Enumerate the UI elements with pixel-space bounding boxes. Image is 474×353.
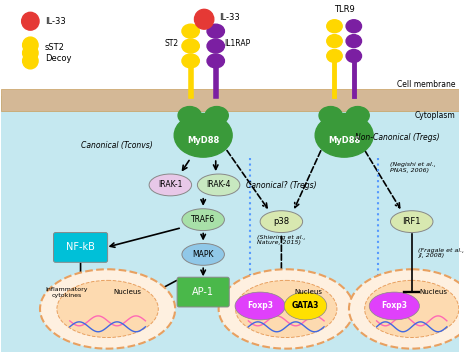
Text: Inflammatory
cytokines: Inflammatory cytokines xyxy=(46,287,88,298)
Text: (Shiering et al.,
Nature, 2015): (Shiering et al., Nature, 2015) xyxy=(257,235,306,245)
Circle shape xyxy=(23,53,38,69)
Text: Nucleus: Nucleus xyxy=(294,289,322,295)
Ellipse shape xyxy=(346,107,369,124)
Text: NF-kB: NF-kB xyxy=(66,243,95,252)
Text: TRAF6: TRAF6 xyxy=(191,215,215,224)
Ellipse shape xyxy=(205,107,228,124)
Text: GATA3: GATA3 xyxy=(292,301,319,311)
Text: AP-1: AP-1 xyxy=(192,287,214,297)
Ellipse shape xyxy=(327,49,342,62)
Circle shape xyxy=(23,45,38,61)
Text: Non-Canonical (Tregs): Non-Canonical (Tregs) xyxy=(355,133,439,142)
Ellipse shape xyxy=(327,35,342,48)
Text: MAPK: MAPK xyxy=(192,250,214,259)
Ellipse shape xyxy=(182,209,224,231)
Text: IRAK-4: IRAK-4 xyxy=(206,180,231,190)
Ellipse shape xyxy=(174,114,232,157)
Ellipse shape xyxy=(219,269,354,349)
Ellipse shape xyxy=(57,280,158,337)
Text: (Fragale et al.,
JI, 2008): (Fragale et al., JI, 2008) xyxy=(419,247,465,258)
Ellipse shape xyxy=(207,24,224,38)
Text: IRF1: IRF1 xyxy=(402,217,421,226)
Text: MyD88: MyD88 xyxy=(328,136,360,145)
Text: Canonical? (Tregs): Canonical? (Tregs) xyxy=(246,181,317,190)
Text: ST2: ST2 xyxy=(164,38,178,48)
FancyBboxPatch shape xyxy=(177,277,229,307)
Ellipse shape xyxy=(284,292,327,320)
Ellipse shape xyxy=(369,292,419,320)
Text: Nucleus: Nucleus xyxy=(419,289,447,295)
Ellipse shape xyxy=(365,280,459,337)
Ellipse shape xyxy=(207,39,224,53)
Text: Cytoplasm: Cytoplasm xyxy=(414,111,455,120)
FancyBboxPatch shape xyxy=(1,89,459,110)
Ellipse shape xyxy=(346,35,362,48)
Ellipse shape xyxy=(315,114,373,157)
Text: MyD88: MyD88 xyxy=(187,136,219,145)
Ellipse shape xyxy=(182,54,199,68)
Text: IL-33: IL-33 xyxy=(45,17,65,26)
Text: IRAK-1: IRAK-1 xyxy=(158,180,182,190)
FancyBboxPatch shape xyxy=(54,233,108,262)
Ellipse shape xyxy=(182,24,199,38)
Text: Foxp3: Foxp3 xyxy=(382,301,407,311)
Ellipse shape xyxy=(346,49,362,62)
Circle shape xyxy=(22,12,39,30)
Text: IL1RAP: IL1RAP xyxy=(224,38,250,48)
Ellipse shape xyxy=(182,39,199,53)
Ellipse shape xyxy=(260,211,302,233)
Text: Cell membrane: Cell membrane xyxy=(397,80,455,89)
Ellipse shape xyxy=(235,292,285,320)
Ellipse shape xyxy=(319,107,342,124)
Text: IL-33: IL-33 xyxy=(219,13,240,22)
Ellipse shape xyxy=(149,174,191,196)
Text: TLR9: TLR9 xyxy=(334,5,355,14)
Ellipse shape xyxy=(40,269,175,349)
Circle shape xyxy=(23,37,38,53)
Text: sST2
Decoy: sST2 Decoy xyxy=(45,43,71,63)
Text: (Negishi et al.,
PNAS, 2006): (Negishi et al., PNAS, 2006) xyxy=(391,162,436,173)
Ellipse shape xyxy=(327,20,342,32)
Ellipse shape xyxy=(207,54,224,68)
Ellipse shape xyxy=(197,174,240,196)
Text: Nucleus: Nucleus xyxy=(113,289,141,295)
FancyBboxPatch shape xyxy=(1,96,459,352)
Text: Canonical (Tconvs): Canonical (Tconvs) xyxy=(82,141,153,150)
Ellipse shape xyxy=(349,269,474,349)
Circle shape xyxy=(194,9,214,29)
Ellipse shape xyxy=(236,280,337,337)
Ellipse shape xyxy=(346,20,362,32)
Ellipse shape xyxy=(182,244,224,265)
Ellipse shape xyxy=(391,211,433,233)
Text: p38: p38 xyxy=(273,217,290,226)
Ellipse shape xyxy=(178,107,201,124)
Text: Foxp3: Foxp3 xyxy=(247,301,273,311)
